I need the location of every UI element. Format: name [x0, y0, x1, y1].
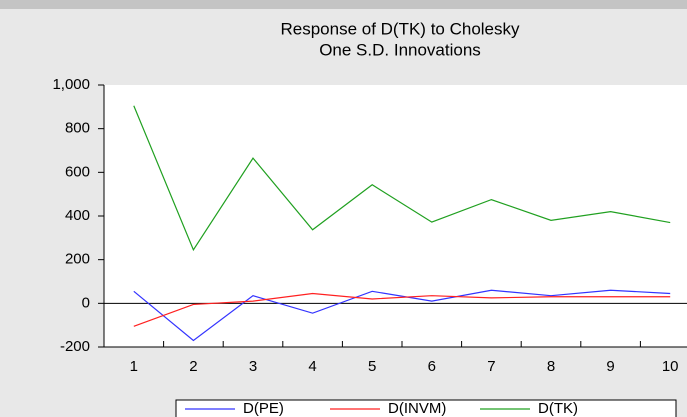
x-tick-label: 4	[308, 358, 316, 375]
x-tick-label: 5	[368, 358, 376, 375]
legend	[175, 399, 677, 417]
x-tick-label: 9	[606, 358, 614, 375]
legend-label: D(PE)	[243, 400, 284, 417]
y-tick-label: 800	[65, 120, 90, 137]
x-tick-label: 10	[662, 358, 679, 375]
x-tick-label: 7	[487, 358, 495, 375]
line	[133, 292, 671, 327]
x-tick-label: 1	[130, 358, 138, 375]
chart-title: Response of D(TK) to Cholesky	[280, 19, 520, 38]
legend-label: D(TK)	[538, 400, 578, 417]
x-tick-label: 8	[547, 358, 555, 375]
y-tick-label: 400	[65, 207, 90, 224]
legend-label: D(INVM)	[388, 400, 446, 417]
line	[133, 289, 671, 342]
x-tick-label: 3	[249, 358, 257, 375]
line	[133, 105, 671, 252]
y-tick-label: 1,000	[52, 76, 90, 93]
y-tick-label: 600	[65, 163, 90, 180]
y-tick-label: 0	[82, 294, 90, 311]
top-band	[0, 0, 687, 9]
y-tick-label: 200	[65, 251, 90, 268]
x-tick-label: 6	[428, 358, 436, 375]
y-tick-label: -200	[60, 338, 90, 355]
chart-subtitle: One S.D. Innovations	[319, 40, 481, 59]
x-tick-label: 2	[189, 358, 197, 375]
plot-area	[104, 85, 687, 347]
